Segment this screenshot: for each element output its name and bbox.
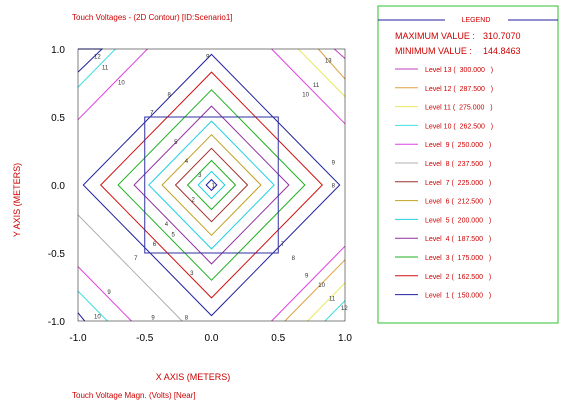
legend-max-label: MAXIMUM VALUE : bbox=[395, 31, 475, 41]
legend-level-label: Level 4 ( 187.500 ) bbox=[425, 236, 491, 243]
x-tick-label: -1.0 bbox=[69, 333, 87, 344]
contour-label: 7 bbox=[134, 256, 138, 262]
contour-line-level-9 bbox=[271, 245, 346, 322]
contour-label: 3 bbox=[190, 271, 194, 277]
contour-label: 10 bbox=[118, 80, 125, 86]
x-tick-labels: -1.0 -0.5 0.0 0.5 1.0 bbox=[69, 333, 352, 344]
y-tick-label: 0.5 bbox=[51, 113, 65, 124]
contour-line-level-11 bbox=[297, 48, 346, 97]
contour-label: 11 bbox=[102, 65, 109, 71]
contour-label: 10 bbox=[318, 283, 325, 289]
legend-level-label: Level 12 ( 287.500 ) bbox=[425, 86, 493, 93]
contour-label: 8 bbox=[167, 93, 171, 99]
contour-label: 9 bbox=[332, 161, 336, 167]
contour-line-level-1 bbox=[77, 48, 104, 73]
contour-line-level-10 bbox=[77, 290, 108, 322]
contour-label: 7 bbox=[150, 110, 154, 116]
legend-levels: Level 13 ( 300.000 ) Level 12 ( 287.500 )… bbox=[395, 67, 493, 300]
legend-level-label: Level 5 ( 200.000 ) bbox=[425, 217, 491, 224]
contour-label: 13 bbox=[325, 59, 332, 65]
contour-label: 7 bbox=[281, 242, 285, 248]
x-tick-label: -0.5 bbox=[136, 333, 154, 344]
legend-level-label: Level 8 ( 237.500 ) bbox=[425, 161, 491, 168]
contour-label: 4 bbox=[185, 159, 189, 165]
contour-line-level-9 bbox=[271, 48, 346, 125]
contour-label: 11 bbox=[313, 83, 320, 89]
y-tick-labels: 1.0 0.5 0.0 -0.5 -1.0 bbox=[48, 45, 66, 328]
legend-level-label: Level 7 ( 225.000 ) bbox=[425, 180, 491, 187]
contour-line-level-3 bbox=[186, 159, 237, 211]
legend-level-label: Level 6 ( 212.500 ) bbox=[425, 199, 491, 206]
legend-min-label: MINIMUM VALUE : bbox=[395, 46, 472, 56]
x-tick-label: 1.0 bbox=[338, 333, 352, 344]
contour-label: 11 bbox=[329, 297, 336, 303]
contour-line-level-1 bbox=[205, 178, 218, 192]
contour-line-level-4 bbox=[133, 105, 290, 265]
x-tick-label: 0.0 bbox=[205, 333, 219, 344]
contour-label: 1 bbox=[212, 184, 216, 190]
contour-line-level-9 bbox=[77, 48, 148, 121]
contour-label: 2 bbox=[191, 197, 195, 203]
contour-label: 8 bbox=[185, 316, 189, 322]
contour-line-level-7 bbox=[174, 147, 249, 223]
legend-level-label: Level 9 ( 250.000 ) bbox=[425, 142, 491, 149]
contour-line-level-12 bbox=[284, 259, 346, 322]
contour-line-level-9 bbox=[77, 266, 132, 322]
contour-label: 8 bbox=[292, 256, 296, 262]
contour-line-level-3 bbox=[117, 89, 306, 281]
contour-line-level-2 bbox=[99, 71, 324, 299]
contour-label: 4 bbox=[165, 222, 169, 228]
x-axis-label: X AXIS (METERS) bbox=[156, 372, 231, 382]
contour-label: 5 bbox=[171, 233, 175, 239]
contour-line-level-13 bbox=[333, 48, 346, 59]
contour-line-level-8 bbox=[77, 214, 183, 322]
contour-label: 10 bbox=[94, 314, 101, 320]
contour-line-level-12 bbox=[317, 48, 346, 80]
legend-level-label: Level 1 ( 150.000 ) bbox=[425, 293, 491, 300]
y-tick-label: -1.0 bbox=[48, 317, 66, 328]
y-tick-label: 0.0 bbox=[51, 181, 65, 192]
y-tick-label: -0.5 bbox=[48, 249, 66, 260]
legend-level-label: Level 11 ( 275.000 ) bbox=[425, 105, 493, 112]
contour-line-level-10 bbox=[324, 300, 346, 322]
legend-max-value: 310.7070 bbox=[483, 31, 521, 41]
legend-level-label: Level 3 ( 175.000 ) bbox=[425, 255, 491, 262]
contour-line-level-6 bbox=[161, 133, 262, 237]
contour-line-level-5 bbox=[197, 170, 226, 200]
contour-lines bbox=[77, 48, 346, 322]
contour-line-level-1 bbox=[82, 53, 341, 317]
contour-label: 5 bbox=[174, 140, 178, 146]
contour-label: 9 bbox=[206, 55, 210, 61]
contour-label: 6 bbox=[153, 242, 157, 248]
legend-box bbox=[377, 5, 559, 324]
contour-line-level-5 bbox=[148, 120, 275, 250]
legend-level-label: Level 13 ( 300.000 ) bbox=[425, 67, 493, 74]
contour-label: 9 bbox=[151, 316, 155, 322]
contour-line-level-10 bbox=[77, 48, 116, 88]
contour-label: 3 bbox=[198, 173, 202, 179]
footer-label: Touch Voltage Magn. (Volts) [Near] bbox=[72, 391, 196, 400]
y-tick-label: 1.0 bbox=[51, 45, 65, 56]
x-tick-label: 0.5 bbox=[271, 333, 285, 344]
contour-label: 8 bbox=[332, 184, 336, 190]
contour-label: 9 bbox=[305, 273, 309, 279]
contour-label: 9 bbox=[107, 290, 111, 296]
ground-grid-square bbox=[144, 116, 279, 254]
contour-line-level-1 bbox=[77, 312, 86, 322]
legend-level-label: Level 2 ( 162.500 ) bbox=[425, 274, 491, 281]
legend-level-label: Level 10 ( 262.500 ) bbox=[425, 123, 493, 130]
legend-min-value: 144.8463 bbox=[483, 46, 521, 56]
contour-label: 12 bbox=[341, 306, 348, 312]
chart-title: Touch Voltages - (2D Contour) [ID:Scenar… bbox=[72, 13, 233, 22]
plot-frame bbox=[77, 48, 346, 322]
contour-line-level-11 bbox=[307, 282, 346, 322]
y-axis-label: Y AXIS (METERS) bbox=[12, 163, 22, 237]
contour-label: 12 bbox=[94, 55, 101, 61]
contour-label: 10 bbox=[302, 93, 309, 99]
legend-title: LEGEND bbox=[462, 17, 491, 24]
